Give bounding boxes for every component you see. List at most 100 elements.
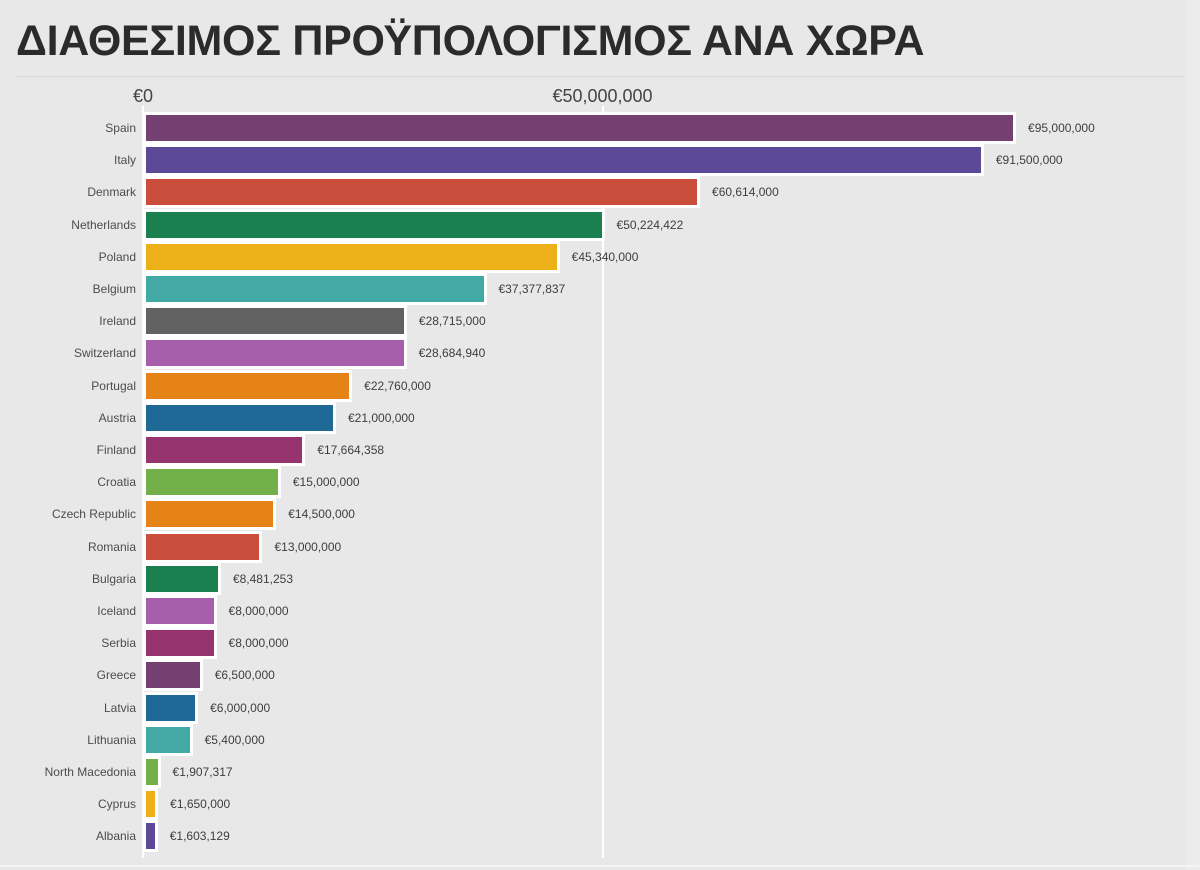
bar-greece[interactable] bbox=[143, 659, 203, 692]
country-label: Italy bbox=[113, 153, 136, 168]
bar-ireland[interactable] bbox=[143, 305, 407, 338]
bar-romania[interactable] bbox=[143, 530, 263, 563]
country-label: Croatia bbox=[97, 475, 136, 490]
x-gridline bbox=[601, 106, 604, 858]
bar-row: Portugal €22,760,000 bbox=[0, 369, 1200, 402]
bar-north-macedonia[interactable] bbox=[143, 756, 161, 788]
value-label: €17,664,358 bbox=[317, 443, 385, 457]
bar-belgium[interactable] bbox=[143, 273, 487, 305]
bar-row: Albania €1,603,129 bbox=[0, 820, 1200, 853]
bar-row: Ireland €28,715,000 bbox=[0, 305, 1200, 338]
country-label: Spain bbox=[105, 121, 136, 135]
x-axis-tick-label: €50,000,000 bbox=[552, 86, 653, 106]
value-label: €6,500,000 bbox=[214, 668, 275, 683]
value-label: €1,650,000 bbox=[170, 797, 231, 812]
bar-lithuania[interactable] bbox=[143, 723, 193, 756]
bar-portugal[interactable] bbox=[143, 369, 353, 402]
bar-row: Croatia €15,000,000 bbox=[0, 466, 1200, 499]
bar-row: Poland €45,340,000 bbox=[0, 240, 1200, 273]
bar-row: Spain €95,000,000 bbox=[0, 112, 1200, 144]
country-label: Ireland bbox=[99, 314, 136, 329]
value-label: €37,377,837 bbox=[498, 282, 566, 296]
country-label: Belgium bbox=[92, 282, 136, 296]
bar-netherlands[interactable] bbox=[143, 208, 605, 241]
value-label: €21,000,000 bbox=[347, 410, 415, 425]
bar-spain[interactable] bbox=[143, 112, 1017, 144]
value-label: €8,481,253 bbox=[232, 571, 293, 586]
country-label: Netherlands bbox=[71, 217, 136, 232]
header-divider bbox=[16, 76, 1184, 77]
bar-denmark[interactable] bbox=[143, 176, 701, 209]
bar-row: Greece €6,500,000 bbox=[0, 659, 1200, 692]
value-label: €14,500,000 bbox=[288, 507, 355, 522]
bar-latvia[interactable] bbox=[143, 691, 199, 724]
bar-row: Serbia €8,000,000 bbox=[0, 627, 1200, 660]
bar-switzerland[interactable] bbox=[143, 337, 407, 370]
country-label: North Macedonia bbox=[44, 765, 136, 779]
bar-row: Iceland €8,000,000 bbox=[0, 595, 1200, 627]
value-label: €6,000,000 bbox=[210, 700, 271, 715]
value-label: €22,760,000 bbox=[364, 378, 431, 393]
value-label: €50,224,422 bbox=[616, 217, 684, 232]
country-label: Denmark bbox=[87, 185, 136, 200]
value-label: €95,000,000 bbox=[1028, 121, 1095, 135]
bar-croatia[interactable] bbox=[143, 466, 281, 499]
country-label: Bulgaria bbox=[91, 571, 136, 586]
country-label: Iceland bbox=[97, 604, 136, 618]
bar-poland[interactable] bbox=[143, 240, 560, 273]
bar-iceland[interactable] bbox=[143, 595, 217, 627]
bar-row: Belgium €37,377,837 bbox=[0, 273, 1200, 305]
chart-title: ΔΙΑΘΕΣΙΜΟΣ ΠΡΟΫΠΟΛΟΓΙΣΜΟΣ ΑΝΑ ΧΩΡΑ bbox=[16, 17, 925, 65]
x-axis-tick-label: €0 bbox=[132, 86, 154, 106]
bar-row: Austria €21,000,000 bbox=[0, 401, 1200, 434]
value-label: €1,603,129 bbox=[169, 829, 230, 844]
value-label: €5,400,000 bbox=[204, 732, 265, 747]
country-label: Poland bbox=[98, 249, 136, 264]
country-label: Portugal bbox=[91, 378, 136, 393]
value-label: €28,715,000 bbox=[418, 314, 486, 329]
bar-row: Netherlands €50,224,422 bbox=[0, 208, 1200, 241]
country-label: Serbia bbox=[101, 636, 136, 651]
bar-row: Latvia €6,000,000 bbox=[0, 691, 1200, 724]
bar-row: Czech Republic €14,500,000 bbox=[0, 498, 1200, 531]
bar-italy[interactable] bbox=[143, 144, 984, 177]
value-label: €15,000,000 bbox=[292, 475, 360, 490]
right-edge-strip bbox=[1186, 0, 1200, 870]
value-label: €8,000,000 bbox=[228, 636, 289, 651]
country-label: Cyprus bbox=[97, 797, 136, 812]
bar-row: Cyprus €1,650,000 bbox=[0, 788, 1200, 821]
country-label: Finland bbox=[96, 443, 136, 457]
bar-serbia[interactable] bbox=[143, 627, 217, 660]
country-label: Albania bbox=[95, 829, 136, 844]
country-label: Latvia bbox=[103, 700, 136, 715]
value-label: €91,500,000 bbox=[995, 153, 1063, 168]
bar-row: Bulgaria €8,481,253 bbox=[0, 562, 1200, 595]
bar-czech-republic[interactable] bbox=[143, 498, 277, 531]
bar-finland[interactable] bbox=[143, 434, 306, 466]
country-label: Switzerland bbox=[73, 346, 136, 361]
bar-row: Italy €91,500,000 bbox=[0, 144, 1200, 177]
bar-row: Switzerland €28,684,940 bbox=[0, 337, 1200, 370]
value-label: €1,907,317 bbox=[172, 765, 233, 779]
value-label: €28,684,940 bbox=[418, 346, 486, 361]
value-label: €13,000,000 bbox=[274, 539, 342, 554]
bar-austria[interactable] bbox=[143, 401, 336, 434]
bar-row: Romania €13,000,000 bbox=[0, 530, 1200, 563]
bar-row: North Macedonia €1,907,317 bbox=[0, 756, 1200, 788]
country-label: Czech Republic bbox=[51, 507, 136, 522]
value-label: €60,614,000 bbox=[712, 185, 779, 200]
bar-albania[interactable] bbox=[143, 820, 158, 853]
value-label: €8,000,000 bbox=[228, 604, 289, 618]
bar-row: Finland €17,664,358 bbox=[0, 434, 1200, 466]
value-label: €45,340,000 bbox=[571, 249, 639, 264]
country-label: Austria bbox=[98, 410, 136, 425]
bar-cyprus[interactable] bbox=[143, 788, 159, 821]
country-label: Lithuania bbox=[87, 732, 136, 747]
country-label: Romania bbox=[87, 539, 136, 554]
bar-row: Denmark €60,614,000 bbox=[0, 176, 1200, 209]
bottom-edge-line bbox=[0, 865, 1200, 867]
country-label: Greece bbox=[96, 668, 136, 683]
bar-bulgaria[interactable] bbox=[143, 562, 221, 595]
bar-row: Lithuania €5,400,000 bbox=[0, 723, 1200, 756]
